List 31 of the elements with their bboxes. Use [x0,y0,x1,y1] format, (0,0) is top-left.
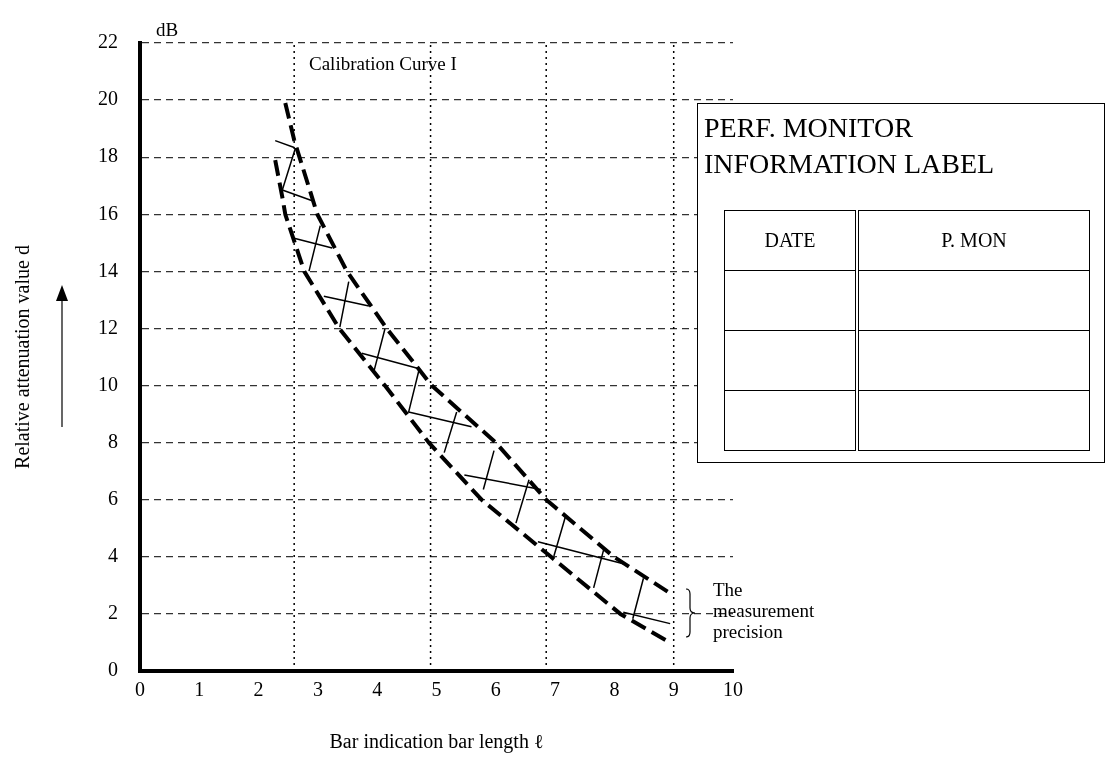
y-tick-label: 8 [108,429,118,452]
annotation: The measurement precision [713,578,816,642]
x-axis-title: Bar indication bar length ℓ [329,730,544,754]
text: PERF. MONITOR INFORMATION LABEL [704,111,996,181]
y-tick-label: 2 [108,601,118,624]
y-tick-label: 4 [108,544,118,567]
category-label: P. MON [940,228,1008,253]
x-tick-label: 3 [312,678,323,701]
y-tick-label: 12 [98,315,118,338]
x-tick-label: 9 [668,678,679,701]
x-tick-label: 0 [135,678,145,701]
x-tick-label: 8 [609,678,620,701]
y-tick-label: 6 [108,486,118,509]
y-tick-label: 14 [98,258,118,281]
y-tick-label: 20 [98,87,118,110]
y-tick-label: 18 [98,144,118,167]
x-tick-label: 6 [490,678,501,701]
y-tick-label: 16 [98,201,118,224]
x-tick-label: 2 [253,678,264,701]
x-tick-label: 4 [372,678,383,701]
y-tick-label: 10 [98,372,118,395]
x-tick-label: 7 [550,678,561,701]
text: dB [156,18,179,40]
y-axis-title: Relative attenuation value d [11,245,34,469]
x-tick-label: 10 [723,678,743,701]
category-label: DATE [724,210,857,271]
annotation: Calibration Curve I [309,52,457,74]
x-tick-label: 5 [431,678,442,701]
y-tick-label: 0 [108,658,118,681]
x-tick-label: 1 [194,678,205,701]
y-tick-label: 22 [98,30,118,53]
